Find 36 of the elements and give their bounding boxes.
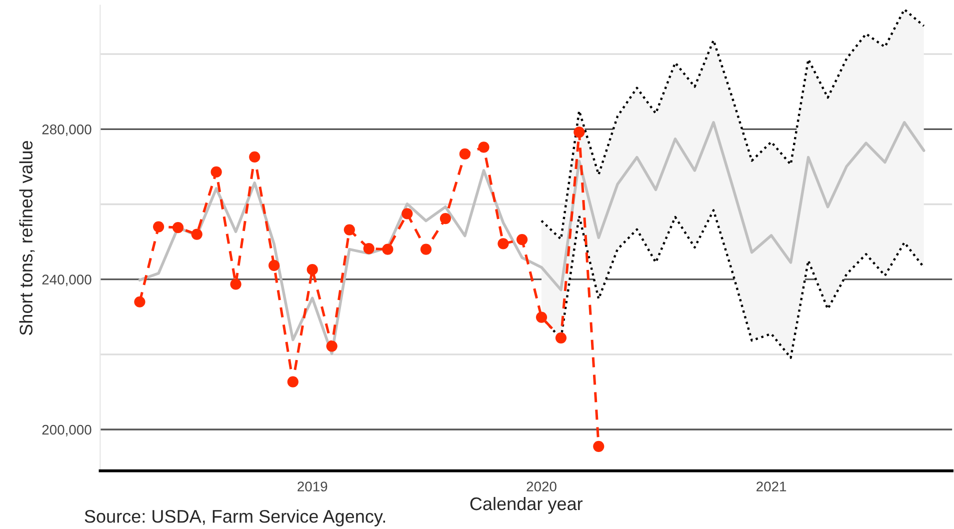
point	[440, 212, 452, 224]
point	[459, 148, 470, 160]
point	[536, 312, 548, 323]
point	[478, 142, 490, 153]
point	[498, 238, 509, 250]
x-axis-title: Calendar year	[470, 496, 583, 514]
y-tick-label: 240,000	[42, 274, 92, 286]
point	[306, 264, 318, 276]
point	[402, 208, 413, 220]
point	[363, 243, 374, 254]
x-tick-label: 2021	[756, 482, 786, 492]
x-tick-label: 2019	[298, 482, 328, 492]
y-tick-label: 200,000	[42, 424, 92, 436]
point	[382, 244, 394, 255]
point	[191, 228, 202, 240]
point	[516, 234, 528, 246]
source-note: Source: USDA, Farm Service Agency.	[84, 510, 386, 526]
point	[230, 278, 242, 290]
point	[287, 376, 298, 388]
point	[153, 221, 164, 232]
x-tick-label: 2020	[526, 482, 556, 492]
point	[210, 166, 222, 178]
y-axis-title: Short tons, refined value	[19, 140, 35, 336]
line-series	[138, 121, 926, 356]
point	[574, 126, 585, 138]
point	[555, 332, 567, 344]
point	[420, 244, 432, 255]
point	[172, 222, 184, 234]
line-series	[540, 8, 925, 240]
point	[249, 151, 260, 163]
point	[593, 440, 604, 452]
y-tick-label: 280,000	[42, 124, 92, 136]
point	[268, 260, 280, 272]
point	[134, 296, 146, 308]
point	[344, 224, 355, 236]
point	[326, 340, 338, 352]
